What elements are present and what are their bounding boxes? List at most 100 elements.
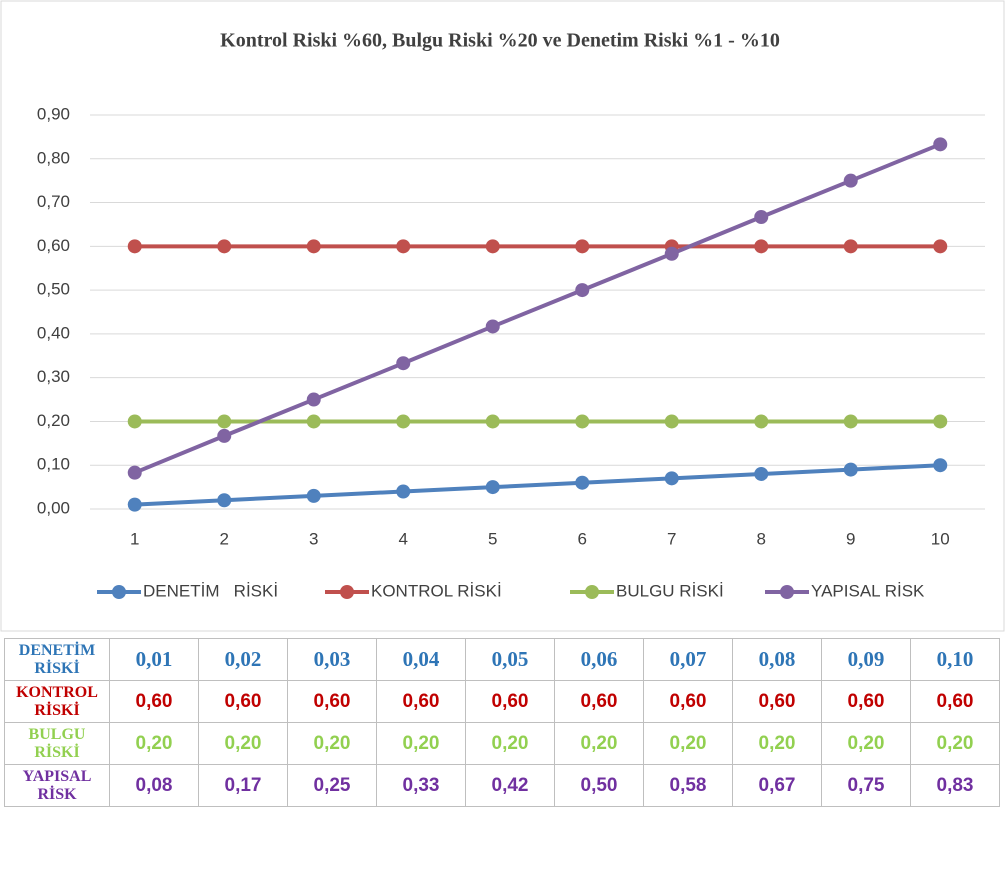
cell: 0,17 [198, 764, 288, 807]
legend-marker [340, 585, 354, 599]
legend-marker [585, 585, 599, 599]
cell: 0,60 [287, 680, 377, 723]
point [485, 319, 500, 334]
x-tick-label: 10 [931, 529, 950, 548]
table-row: DENETİM RİSKİ 0,01 0,02 0,03 0,04 0,05 0,06 0,0… [4, 638, 1000, 681]
point [396, 414, 411, 429]
cell: 0,33 [376, 764, 466, 807]
point [485, 480, 500, 495]
x-tick-label: 8 [757, 529, 766, 548]
chart: Kontrol Riski %60, Bulgu Riski %20 ve De… [0, 0, 1005, 632]
chart-border [0, 0, 1005, 632]
cell: 0,60 [554, 680, 644, 723]
point [843, 462, 858, 477]
table-row: KONTROL RİSKİ 0,60 0,60 0,60 0,60 0,60 0,60 0,6… [4, 680, 1000, 723]
point [843, 414, 858, 429]
legend-label: KONTROL RİSKİ [371, 581, 502, 600]
point [396, 484, 411, 499]
point [127, 497, 142, 512]
point [396, 239, 411, 254]
cell: 0,67 [732, 764, 822, 807]
row-label: DENETİM RİSKİ [4, 638, 110, 681]
cell: 0,25 [287, 764, 377, 807]
point [933, 137, 948, 152]
cell: 0,20 [732, 722, 822, 765]
cell: 0,60 [821, 680, 911, 723]
y-tick-label: 0,40 [37, 323, 70, 342]
cell: 0,75 [821, 764, 911, 807]
point [754, 414, 769, 429]
x-tick-label: 6 [578, 529, 587, 548]
legend-label: DENETİM RİSKİ [143, 581, 278, 600]
x-tick-label: 2 [220, 529, 229, 548]
point [306, 392, 321, 407]
y-tick-label: 0,90 [37, 104, 70, 123]
cell: 0,60 [376, 680, 466, 723]
point [754, 239, 769, 254]
x-tick-label: 3 [309, 529, 318, 548]
point [396, 356, 411, 371]
cell: 0,20 [109, 722, 199, 765]
cell: 0,60 [109, 680, 199, 723]
point [217, 414, 232, 429]
point [306, 414, 321, 429]
cell: 0,50 [554, 764, 644, 807]
row-label: BULGU RİSKİ [4, 722, 110, 765]
x-tick-label: 5 [488, 529, 497, 548]
x-tick-label: 7 [667, 529, 676, 548]
cell: 0,42 [465, 764, 555, 807]
cell: 0,05 [465, 638, 555, 681]
point [664, 471, 679, 486]
row-label: YAPISAL RİSK [4, 764, 110, 807]
data-table: DENETİM RİSKİ 0,01 0,02 0,03 0,04 0,05 0,06 0,0… [4, 638, 1000, 807]
y-tick-label: 0,80 [37, 148, 70, 167]
cell: 0,60 [643, 680, 733, 723]
cell: 0,58 [643, 764, 733, 807]
cell: 0,03 [287, 638, 377, 681]
cell: 0,60 [198, 680, 288, 723]
cell: 0,20 [465, 722, 555, 765]
point [754, 466, 769, 481]
point [217, 239, 232, 254]
legend-label: BULGU RİSKİ [616, 581, 724, 600]
point [575, 414, 590, 429]
point [575, 283, 590, 298]
point [127, 465, 142, 480]
cell: 0,08 [732, 638, 822, 681]
cell: 0,20 [910, 722, 1000, 765]
point [664, 246, 679, 261]
x-tick-label: 9 [846, 529, 855, 548]
y-tick-label: 0,20 [37, 411, 70, 430]
point [575, 239, 590, 254]
point [933, 414, 948, 429]
point [843, 173, 858, 188]
point [217, 428, 232, 443]
cell: 0,20 [643, 722, 733, 765]
series-line [133, 142, 942, 475]
y-tick-label: 0,60 [37, 236, 70, 255]
y-tick-label: 0,70 [37, 192, 70, 211]
cell: 0,08 [109, 764, 199, 807]
cell: 0,01 [109, 638, 199, 681]
point [485, 239, 500, 254]
point [127, 414, 142, 429]
point [485, 414, 500, 429]
cell: 0,10 [910, 638, 1000, 681]
point [843, 239, 858, 254]
chart-title: Kontrol Riski %60, Bulgu Riski %20 ve De… [220, 30, 780, 52]
cell: 0,83 [910, 764, 1000, 807]
cell: 0,60 [732, 680, 822, 723]
point [217, 493, 232, 508]
point [933, 458, 948, 473]
table-row: BULGU RİSKİ 0,20 0,20 0,20 0,20 0,20 0,20 0,20 0… [4, 722, 1000, 765]
cell: 0,20 [287, 722, 377, 765]
legend-label: YAPISAL RİSK [811, 581, 925, 600]
cell: 0,09 [821, 638, 911, 681]
cell: 0,04 [376, 638, 466, 681]
point [933, 239, 948, 254]
point [754, 210, 769, 225]
cell: 0,07 [643, 638, 733, 681]
x-tick-label: 4 [399, 529, 408, 548]
cell: 0,20 [821, 722, 911, 765]
